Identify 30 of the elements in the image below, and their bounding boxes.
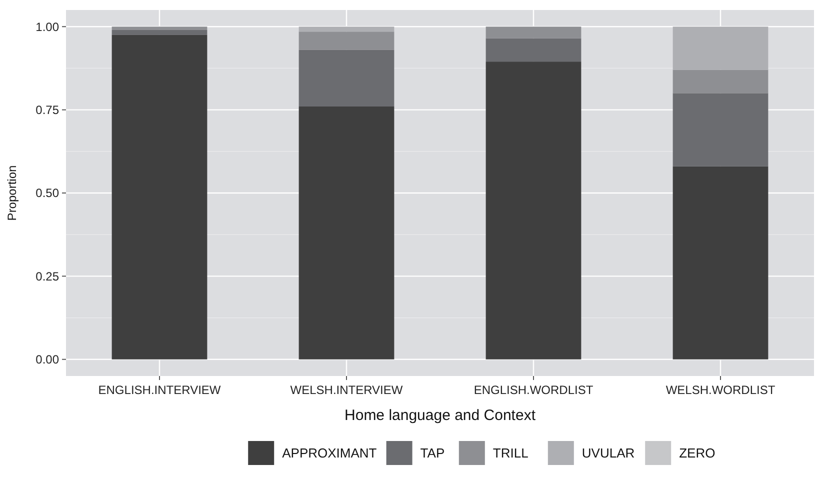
legend-label: ZERO [679, 446, 716, 461]
bar [486, 38, 582, 62]
bar [112, 34, 208, 360]
bar [298, 32, 394, 50]
x-axis-title: Home language and Context [344, 407, 536, 424]
bar [486, 62, 582, 360]
y-tick-label: 0.75 [36, 103, 60, 118]
legend-label: APPROXIMANT [282, 446, 377, 461]
bar [672, 166, 768, 360]
x-tick-label: WELSH.INTERVIEW [290, 383, 404, 397]
legend-label: TAP [420, 446, 445, 461]
bar [672, 70, 768, 94]
y-tick-label: 1.00 [36, 20, 60, 34]
y-axis-title: Proportion [5, 165, 19, 221]
bar [112, 26, 208, 30]
bar [672, 93, 768, 166]
bar [672, 26, 768, 70]
y-tick-label: 0.50 [36, 186, 60, 200]
legend-label: UVULAR [582, 446, 635, 461]
y-tick-label: 0.25 [36, 269, 60, 284]
bar [486, 26, 582, 38]
x-tick-label: WELSH.WORDLIST [666, 383, 776, 397]
bar [298, 50, 394, 106]
bar [112, 30, 208, 35]
bar [298, 26, 394, 32]
x-tick-label: ENGLISH.WORDLIST [474, 383, 594, 397]
x-tick-label: ENGLISH.INTERVIEW [98, 383, 222, 397]
bar [298, 106, 394, 360]
y-tick-label: 0.00 [36, 352, 60, 367]
legend-label: TRILL [492, 446, 528, 461]
